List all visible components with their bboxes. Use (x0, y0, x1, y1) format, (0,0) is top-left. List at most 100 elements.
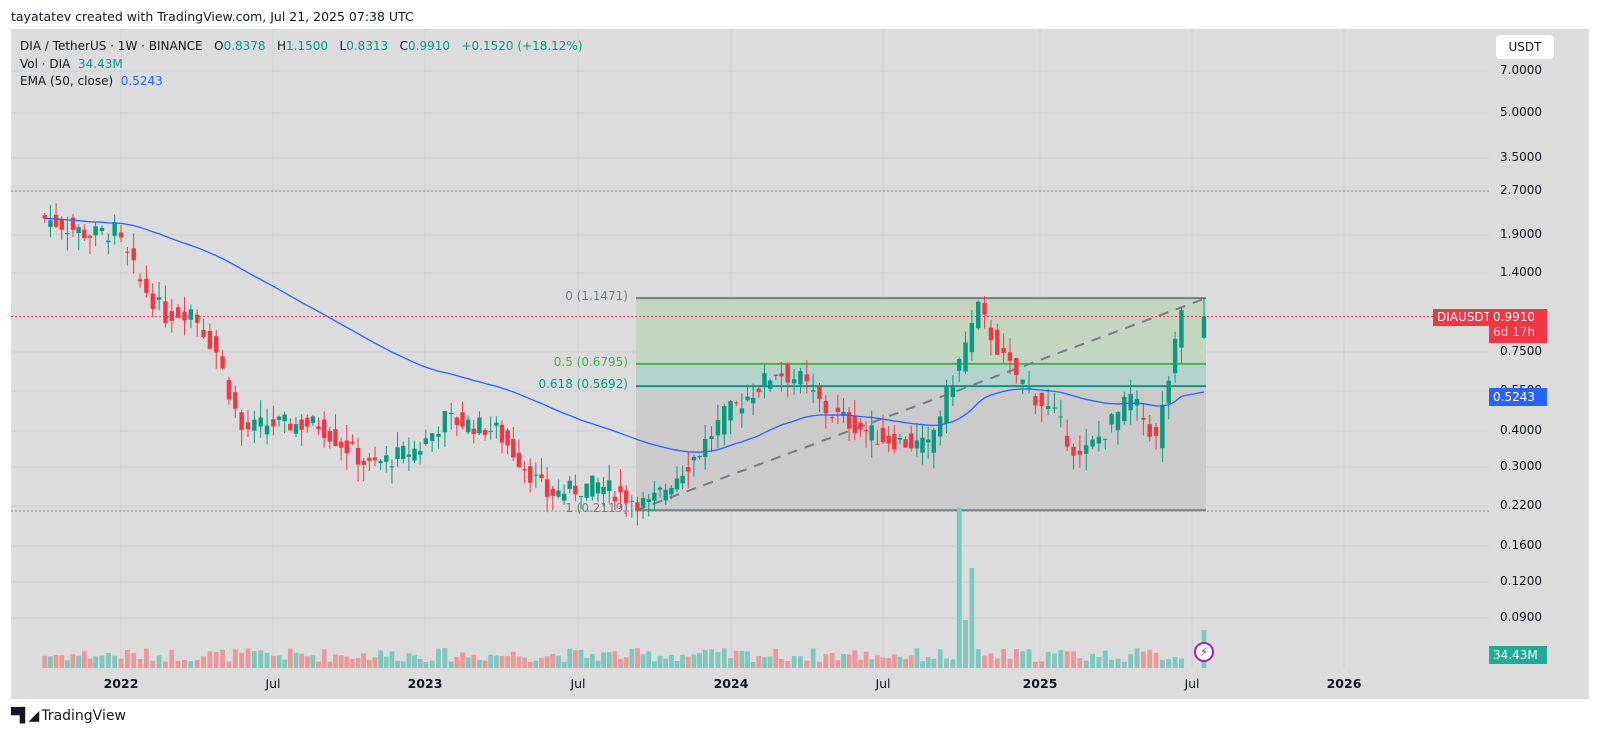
volume-bar (835, 660, 841, 668)
candle-body (482, 429, 488, 435)
candle-body (925, 439, 931, 443)
volume-bar (880, 657, 886, 668)
candle-body (601, 487, 606, 495)
volume-bar (271, 655, 276, 668)
candle-body (629, 500, 635, 502)
tradingview-logo: ▀▌◢ TradingView (11, 708, 126, 724)
volume-bar (1058, 650, 1064, 668)
candle-body (488, 430, 493, 432)
volume-bar (188, 661, 194, 668)
candle-body (1115, 412, 1121, 431)
volume-bar (572, 650, 578, 668)
candle-body (1090, 439, 1095, 447)
volume-bar (1033, 661, 1038, 668)
volume-label[interactable]: Vol · DIA (20, 56, 71, 71)
candle-body (233, 392, 238, 409)
candle-body (42, 215, 47, 219)
candle-body (59, 219, 64, 230)
volume-bar (366, 660, 372, 668)
symbol-title[interactable]: DIA / TetherUS · 1W · BINANCE (20, 39, 203, 53)
candle-body (460, 412, 465, 427)
candle-body (327, 430, 333, 442)
candle-body (505, 430, 510, 446)
volume-bar (785, 661, 791, 668)
volume-bar (1140, 651, 1146, 668)
tv-brand-text: TradingView (41, 708, 126, 724)
candle-body (550, 488, 555, 496)
volume-bar (258, 650, 264, 668)
volume-bar (908, 655, 914, 668)
volume-bar (207, 651, 213, 668)
ema-label[interactable]: EMA (50, close) (20, 74, 114, 88)
volume-row: Vol · DIA 34.43M (20, 56, 583, 74)
volume-bar (1166, 659, 1172, 668)
volume-bar (652, 661, 657, 668)
volume-bar (53, 655, 59, 668)
candle-body (880, 427, 886, 443)
volume-bar (1020, 651, 1026, 668)
candle-body (207, 330, 213, 349)
volume-bar (561, 661, 567, 668)
candle-body (791, 379, 797, 384)
volume-bar (245, 648, 251, 668)
candle-body (118, 232, 124, 238)
candle-body (1001, 347, 1006, 353)
candle-body (728, 401, 733, 421)
candle-body (338, 441, 344, 448)
lightning-event-icon[interactable]: ⚡ (1194, 642, 1214, 662)
volume-bar (595, 660, 601, 668)
candle-body (305, 417, 310, 427)
volume-bar (465, 657, 471, 668)
volume-bar (914, 648, 920, 668)
candle-body (70, 217, 76, 230)
candle-body (239, 412, 244, 430)
volume-bar (150, 660, 156, 668)
ema-row: EMA (50, close) 0.5243 (20, 73, 583, 91)
candle-body (835, 407, 841, 412)
candle-body (82, 229, 87, 239)
volume-bar (767, 656, 773, 668)
volume-bar (733, 650, 739, 668)
candle-body (1103, 438, 1108, 440)
volume-bar (533, 660, 539, 668)
volume-bar (282, 659, 288, 668)
candle-body (903, 439, 908, 448)
volume-bar (804, 660, 810, 668)
volume-bar (499, 655, 505, 668)
volume-bar (674, 661, 680, 668)
chart-legend: DIA / TetherUS · 1W · BINANCE O0.8378 H1… (20, 38, 583, 91)
currency-button[interactable]: USDT (1496, 35, 1554, 59)
volume-bar (76, 655, 82, 668)
time-tick: 2025 (1022, 676, 1058, 691)
volume-bar (395, 660, 400, 668)
candle-body (1166, 380, 1171, 404)
candle-body (652, 492, 657, 501)
volume-bar (589, 654, 595, 668)
last-price-tag: 0.9910 6d 17h (1489, 309, 1547, 343)
volume-bar (657, 655, 663, 668)
candle-body (282, 414, 287, 422)
volume-bar (773, 648, 779, 668)
volume-bar (516, 656, 522, 668)
candle-body (823, 400, 829, 414)
candle-body (471, 428, 476, 435)
bar-countdown: 6d 17h (1493, 325, 1535, 339)
volume-bar (646, 651, 652, 668)
volume-bar (482, 660, 488, 668)
high-value: 1.1500 (286, 39, 329, 53)
candle-body (106, 240, 111, 243)
volume-bar (436, 648, 441, 668)
volume-bar (505, 656, 511, 668)
volume-bar (702, 649, 708, 668)
volume-bar (1001, 648, 1007, 668)
volume-bar (175, 660, 181, 668)
volume-bar (903, 659, 908, 668)
volume-bar (956, 508, 962, 668)
candle-body (144, 278, 149, 293)
candle-body (1153, 426, 1159, 436)
volume-bar (232, 649, 238, 668)
candle-body (852, 416, 857, 434)
volume-bar (963, 620, 968, 668)
fib-label: 0.5 (0.6795) (553, 354, 628, 369)
